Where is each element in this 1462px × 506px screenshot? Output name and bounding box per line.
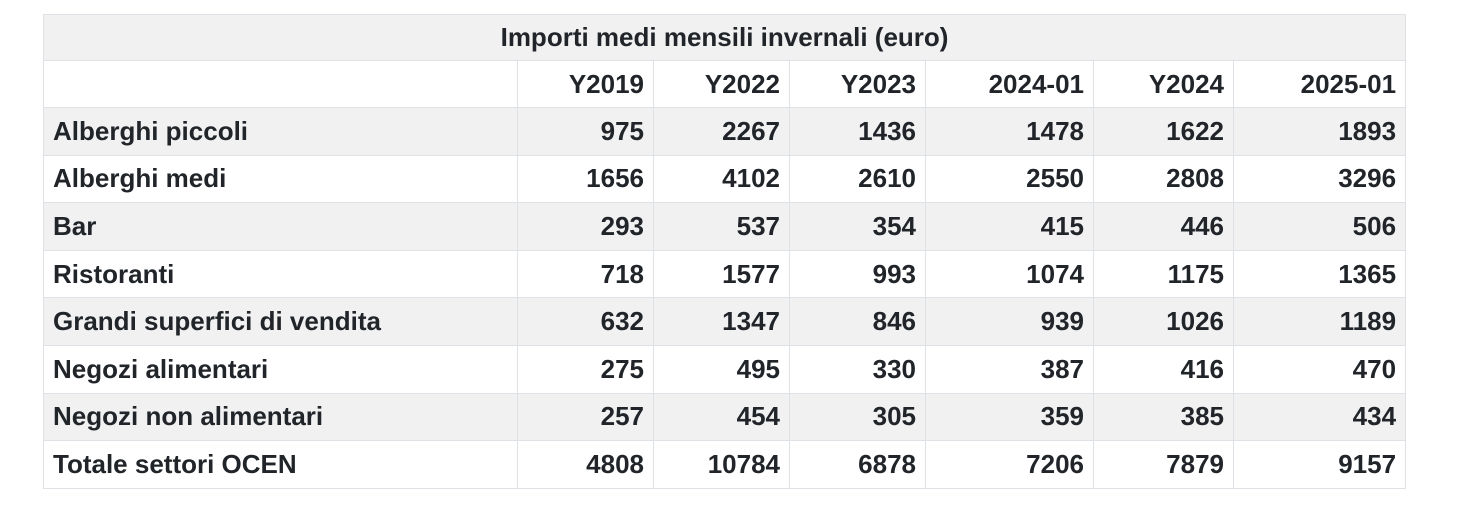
cell-value: 1436 <box>789 107 926 156</box>
cell-value: 1026 <box>1093 297 1234 346</box>
cell-value: 434 <box>1232 392 1407 442</box>
cell-value: 1622 <box>1093 107 1234 156</box>
table-row: Grandi superfici di vendita 632 1347 846 939… <box>43 297 1407 346</box>
cell-value: 537 <box>653 202 790 251</box>
cell-value: 2267 <box>653 107 790 156</box>
cell-value: 2550 <box>925 154 1094 204</box>
cell-value: 415 <box>925 202 1094 251</box>
cell-value: 1577 <box>653 249 790 299</box>
period-header-cell: Y2024 <box>1093 60 1234 108</box>
cell-value: 359 <box>925 392 1094 442</box>
cell-value: 454 <box>653 392 790 442</box>
cell-value: 7206 <box>925 440 1094 489</box>
cell-value: 1365 <box>1232 249 1407 299</box>
cell-value: 2808 <box>1093 154 1234 204</box>
row-label-header-cell <box>43 60 518 108</box>
cell-value: 385 <box>1093 392 1234 442</box>
cell-value: 470 <box>1232 344 1407 394</box>
table-row: Alberghi piccoli 975 2267 1436 1478 1622 1893 <box>43 107 1407 156</box>
table-row: Negozi alimentari 275 495 330 387 416 470 <box>43 344 1407 394</box>
cell-value: 506 <box>1232 202 1407 251</box>
cell-value: 305 <box>789 392 926 442</box>
cell-value: 495 <box>653 344 790 394</box>
cell-value: 387 <box>925 344 1094 394</box>
period-header-cell: Y2019 <box>517 60 654 108</box>
period-header-cell: 2025-01 <box>1232 60 1407 108</box>
period-header-cell: Y2022 <box>653 60 790 108</box>
cell-value: 446 <box>1093 202 1234 251</box>
cell-value: 1347 <box>653 297 790 346</box>
row-label: Alberghi piccoli <box>43 107 518 156</box>
row-label: Totale settori OCEN <box>43 440 518 489</box>
period-header-cell: Y2023 <box>789 60 926 108</box>
winter-amounts-table-container: Importi medi mensili invernali (euro) Y2… <box>42 14 1407 489</box>
cell-value: 4102 <box>653 154 790 204</box>
cell-value: 10784 <box>653 440 790 489</box>
row-label: Negozi non alimentari <box>43 392 518 442</box>
row-label: Bar <box>43 202 518 251</box>
cell-value: 1656 <box>517 154 654 204</box>
cell-value: 416 <box>1093 344 1234 394</box>
cell-value: 275 <box>517 344 654 394</box>
cell-value: 2610 <box>789 154 926 204</box>
table-header-row: Y2019 Y2022 Y2023 2024-01 Y2024 2025-01 <box>43 60 1407 108</box>
cell-value: 1893 <box>1232 107 1407 156</box>
row-label: Negozi alimentari <box>43 344 518 394</box>
cell-value: 3296 <box>1232 154 1407 204</box>
cell-value: 1074 <box>925 249 1094 299</box>
cell-value: 718 <box>517 249 654 299</box>
cell-value: 9157 <box>1232 440 1407 489</box>
table-title: Importi medi mensili invernali (euro) <box>42 14 1407 61</box>
cell-value: 939 <box>925 297 1094 346</box>
table-row: Ristoranti 718 1577 993 1074 1175 1365 <box>43 249 1407 299</box>
cell-value: 7879 <box>1093 440 1234 489</box>
cell-value: 1175 <box>1093 249 1234 299</box>
row-label: Alberghi medi <box>43 154 518 204</box>
cell-value: 257 <box>517 392 654 442</box>
table-row: Totale settori OCEN 4808 10784 6878 7206 7879… <box>43 440 1407 489</box>
cell-value: 4808 <box>517 440 654 489</box>
table-row: Alberghi medi 1656 4102 2610 2550 2808 3296 <box>43 154 1407 204</box>
cell-value: 1189 <box>1232 297 1407 346</box>
cell-value: 354 <box>789 202 926 251</box>
cell-value: 1478 <box>925 107 1094 156</box>
cell-value: 293 <box>517 202 654 251</box>
period-header-cell: 2024-01 <box>925 60 1094 108</box>
row-label: Ristoranti <box>43 249 518 299</box>
row-label: Grandi superfici di vendita <box>43 297 518 346</box>
cell-value: 846 <box>789 297 926 346</box>
table-row: Negozi non alimentari 257 454 305 359 385 434 <box>43 392 1407 442</box>
cell-value: 632 <box>517 297 654 346</box>
table-row: Bar 293 537 354 415 446 506 <box>43 202 1407 251</box>
cell-value: 993 <box>789 249 926 299</box>
cell-value: 330 <box>789 344 926 394</box>
cell-value: 975 <box>517 107 654 156</box>
winter-amounts-table: Importi medi mensili invernali (euro) Y2… <box>42 14 1407 489</box>
table-title-row: Importi medi mensili invernali (euro) <box>42 14 1407 61</box>
cell-value: 6878 <box>789 440 926 489</box>
